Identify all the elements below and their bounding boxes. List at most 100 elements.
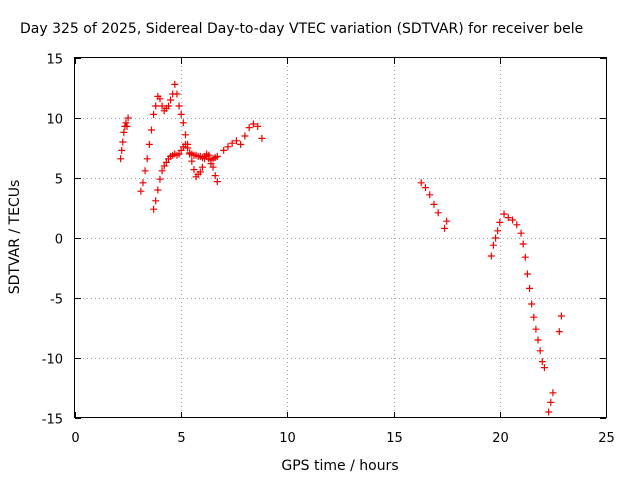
data-point bbox=[117, 155, 125, 163]
data-point bbox=[167, 96, 175, 104]
data-point bbox=[141, 167, 149, 175]
data-point bbox=[177, 146, 185, 154]
data-point bbox=[434, 209, 442, 217]
data-point bbox=[228, 139, 236, 147]
data-point bbox=[158, 102, 166, 110]
data-point bbox=[211, 172, 219, 180]
y-axis-label: SDTVAR / TECUs bbox=[7, 180, 23, 295]
data-point bbox=[545, 408, 553, 416]
data-point bbox=[494, 227, 502, 235]
data-point bbox=[137, 187, 145, 195]
data-point bbox=[154, 186, 162, 194]
x-tick-label: 0 bbox=[71, 431, 79, 446]
data-point bbox=[164, 102, 172, 110]
data-point bbox=[513, 221, 521, 229]
data-point bbox=[489, 241, 497, 249]
data-point bbox=[120, 128, 128, 136]
data-point bbox=[162, 158, 170, 166]
data-point bbox=[496, 218, 504, 226]
data-point bbox=[118, 146, 126, 154]
data-point bbox=[213, 178, 221, 186]
data-point bbox=[160, 162, 168, 170]
x-tick-label: 10 bbox=[279, 431, 296, 446]
data-point bbox=[557, 312, 565, 320]
data-point bbox=[555, 328, 563, 336]
data-point bbox=[241, 132, 249, 140]
grid-lines bbox=[75, 58, 606, 418]
data-point bbox=[220, 146, 228, 154]
chart-title: Day 325 of 2025, Sidereal Day-to-day VTE… bbox=[20, 21, 583, 37]
data-point bbox=[181, 140, 189, 148]
y-tick-label: -15 bbox=[42, 413, 63, 428]
data-point bbox=[443, 217, 451, 225]
data-point bbox=[534, 336, 542, 344]
data-point bbox=[441, 224, 449, 232]
data-point bbox=[150, 110, 158, 118]
data-point bbox=[538, 358, 546, 366]
data-point bbox=[504, 214, 512, 222]
data-point bbox=[181, 131, 189, 139]
data-point bbox=[430, 200, 438, 208]
data-point bbox=[224, 143, 232, 151]
data-points bbox=[117, 80, 565, 416]
data-point bbox=[254, 122, 262, 130]
data-point bbox=[417, 179, 425, 187]
y-tick-label: -5 bbox=[50, 293, 63, 308]
data-point bbox=[232, 137, 240, 145]
data-point bbox=[213, 152, 221, 160]
data-point bbox=[523, 270, 531, 278]
data-point bbox=[179, 119, 187, 127]
data-point bbox=[205, 151, 213, 159]
data-point bbox=[519, 240, 527, 248]
data-point bbox=[188, 157, 196, 165]
axis-ticks bbox=[75, 58, 607, 419]
data-point bbox=[536, 347, 544, 355]
data-point bbox=[198, 163, 206, 171]
data-point bbox=[171, 80, 179, 88]
data-point bbox=[119, 138, 127, 146]
data-point bbox=[249, 120, 257, 128]
data-point bbox=[492, 234, 500, 242]
data-point bbox=[139, 179, 147, 187]
data-point bbox=[123, 122, 131, 130]
data-point bbox=[175, 150, 183, 158]
y-tick-label: 10 bbox=[46, 113, 63, 128]
data-point bbox=[245, 124, 253, 132]
data-point bbox=[517, 229, 525, 237]
y-tick-label: 5 bbox=[55, 173, 63, 188]
data-point bbox=[158, 167, 166, 175]
data-point bbox=[547, 398, 555, 406]
data-point bbox=[156, 95, 164, 103]
data-point bbox=[173, 90, 181, 98]
data-point bbox=[528, 300, 536, 308]
data-point bbox=[145, 140, 153, 148]
y-tick-label: 15 bbox=[46, 53, 63, 68]
data-point bbox=[258, 134, 266, 142]
data-point bbox=[237, 140, 245, 148]
data-point bbox=[526, 284, 534, 292]
x-tick-labels: 0 5 10 15 20 25 bbox=[71, 431, 614, 446]
data-point bbox=[530, 313, 538, 321]
data-point bbox=[209, 163, 217, 171]
data-point bbox=[124, 114, 132, 122]
data-point bbox=[209, 155, 217, 163]
y-tick-labels: -15 -10 -5 0 5 10 15 bbox=[42, 53, 63, 428]
data-point bbox=[487, 252, 495, 260]
data-point bbox=[549, 389, 557, 397]
data-point bbox=[150, 205, 158, 213]
data-point bbox=[521, 253, 529, 261]
data-point bbox=[190, 166, 198, 174]
y-tick-label: 0 bbox=[55, 233, 63, 248]
data-point bbox=[156, 175, 164, 183]
y-tick-label: -10 bbox=[42, 353, 63, 368]
data-point bbox=[184, 144, 192, 152]
data-point bbox=[500, 210, 508, 218]
data-point bbox=[152, 197, 160, 205]
data-point bbox=[143, 155, 151, 163]
x-axis-label: GPS time / hours bbox=[281, 458, 398, 474]
x-tick-label: 5 bbox=[177, 431, 185, 446]
x-tick-label: 20 bbox=[492, 431, 509, 446]
data-point bbox=[509, 216, 517, 224]
data-point bbox=[122, 119, 130, 127]
data-point bbox=[196, 168, 204, 176]
